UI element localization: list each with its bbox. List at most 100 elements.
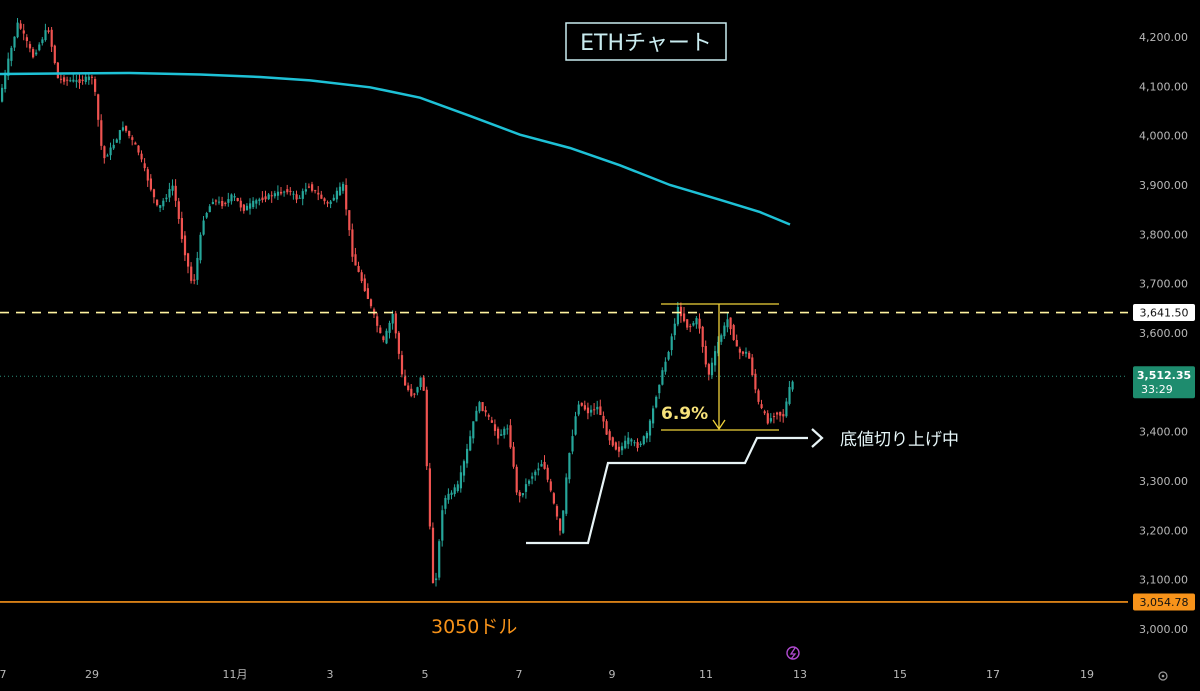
lightning-icon[interactable] [786,646,800,660]
x-tick-label: 7 [0,668,7,681]
candle-body [1,87,4,102]
candle-body [695,318,698,325]
candle-body [540,464,543,467]
candle-body [97,94,100,120]
candle-body [50,29,53,47]
candle-body [466,448,469,464]
candle-body [338,186,342,196]
candle-body [323,198,326,202]
candle-body [568,453,571,480]
candle-body [66,79,69,81]
candle-body [602,415,605,422]
candle-body [202,220,205,235]
candle-body [782,414,785,417]
candle-body [118,130,121,140]
candle-body [416,387,419,393]
candle-body [497,428,500,439]
candle-body [571,436,574,452]
candle-body [376,316,379,326]
candle-body [661,370,664,385]
candle-body [447,493,450,500]
candle-body [25,37,28,42]
x-tick-label: 13 [793,668,807,681]
countdown-text: 33:29 [1141,383,1173,396]
candle-body [425,389,428,467]
candle-body [435,578,438,581]
candle-body [704,346,707,365]
candle-body [735,340,738,347]
candle-body [524,484,528,492]
candle-body [546,467,549,480]
candle-body [667,351,670,360]
settings-icon[interactable] [1158,671,1168,681]
candle-body [22,30,25,34]
candle-body [214,200,218,202]
candle-body [242,204,245,211]
candle-body [252,200,255,208]
time-axis-bg [0,662,1128,691]
candle-body [106,155,109,157]
candle-body [369,299,373,307]
candle-body [354,254,357,266]
candle-body [500,434,503,436]
candle-body [236,197,239,202]
candle-body [261,197,264,201]
x-tick-label: 11 [699,668,713,681]
candle-body [152,189,156,198]
candle-body [431,527,435,584]
moving-average-line [0,71,791,226]
candle-body [469,436,472,451]
y-tick-label: 3,200.00 [1139,524,1188,537]
candle-body [7,58,10,76]
candle-body [577,404,580,415]
candle-body [137,145,140,153]
candle-body [69,80,72,82]
candle-body [679,306,683,317]
candle-body [264,196,267,200]
candle-body [528,480,531,484]
candle-body [608,431,611,441]
candle-body [94,78,97,92]
candle-body [394,313,397,334]
candle-body [701,326,704,347]
candle-body [283,191,286,193]
candle-body [230,194,233,202]
candle-body [521,493,524,496]
candle-body [506,428,509,430]
candle-body [320,194,323,199]
candle-body [441,510,444,541]
candle-body [769,418,772,422]
candle-body [686,319,689,328]
candle-body [221,200,224,207]
candle-body [329,201,332,205]
candle-body [270,195,273,197]
candle-body [177,201,180,219]
candle-body [273,193,276,197]
candle-body [652,408,655,424]
candle-body [574,416,577,435]
candle-body [760,404,763,409]
candle-body [32,49,35,58]
y-tick-label: 4,200.00 [1139,31,1188,44]
candle-body [723,325,726,337]
x-tick-label: 5 [422,668,429,681]
candle-body [459,472,462,489]
candle-body [543,461,546,469]
candle-body [673,323,676,336]
candle-body [490,420,493,423]
candle-body [276,191,280,196]
resistance-tag-text: 3,641.50 [1140,307,1189,320]
candle-body [332,197,335,201]
trend-arrowhead [811,428,824,448]
candle-body [304,189,307,192]
candle-body [484,410,487,413]
price-axis-bg [1128,0,1200,691]
candle-body [456,484,459,492]
candle-body [555,506,559,517]
candle-body [115,139,118,143]
candle-body [143,163,146,169]
candle-body [326,202,329,204]
candle-body [38,44,41,51]
candle-body [689,326,692,328]
candle-body [515,466,518,493]
